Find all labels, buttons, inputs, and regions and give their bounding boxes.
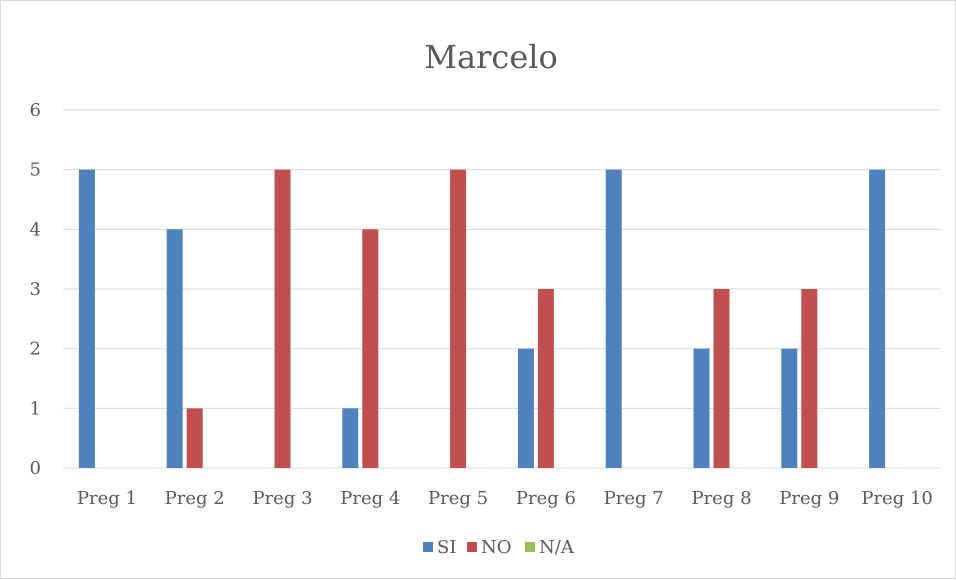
y-tick-label: 0 [30,458,41,479]
bar [781,348,798,468]
x-tick-label: Preg 3 [252,488,312,509]
gridlines [63,109,941,469]
bar [342,408,359,468]
bar [450,169,467,468]
bars [78,169,886,468]
legend-swatch [525,542,535,552]
y-tick-label: 2 [30,339,41,360]
bar [362,229,379,468]
y-tick-label: 4 [30,219,41,240]
bar [693,348,710,468]
bar [78,169,95,468]
legend-swatch [467,542,477,552]
bar [166,229,183,468]
bar [605,169,622,468]
bar [274,169,291,468]
x-tick-label: Preg 7 [604,488,664,509]
x-tick-label: Preg 4 [340,488,400,509]
x-tick-label: Preg 10 [861,488,933,509]
x-tick-label: Preg 9 [779,488,839,509]
chart-title: Marcelo [424,38,558,76]
x-tick-label: Preg 5 [428,488,488,509]
bar [186,408,203,468]
legend-label: NO [481,537,512,558]
legend-label: SI [437,537,456,558]
bar [801,289,818,468]
x-tick-label: Preg 8 [691,488,751,509]
bar [869,169,886,468]
bar [537,289,554,468]
y-tick-label: 6 [30,100,41,121]
bar [517,348,534,468]
x-tick-label: Preg 6 [516,488,576,509]
x-axis-ticks: Preg 1 Preg 2 Preg 3 Preg 4 Preg 5 Preg 6 Preg… [77,488,933,509]
bar [713,289,730,468]
legend: SI NO N/A [423,537,575,558]
y-tick-label: 1 [30,398,41,419]
y-tick-label: 3 [30,279,41,300]
legend-label: N/A [539,537,575,558]
x-tick-label: Preg 2 [165,488,225,509]
y-tick-label: 5 [30,160,41,181]
y-axis-ticks: 0 1 2 3 4 5 6 [30,100,41,479]
x-tick-label: Preg 1 [77,488,137,509]
legend-swatch [423,542,433,552]
